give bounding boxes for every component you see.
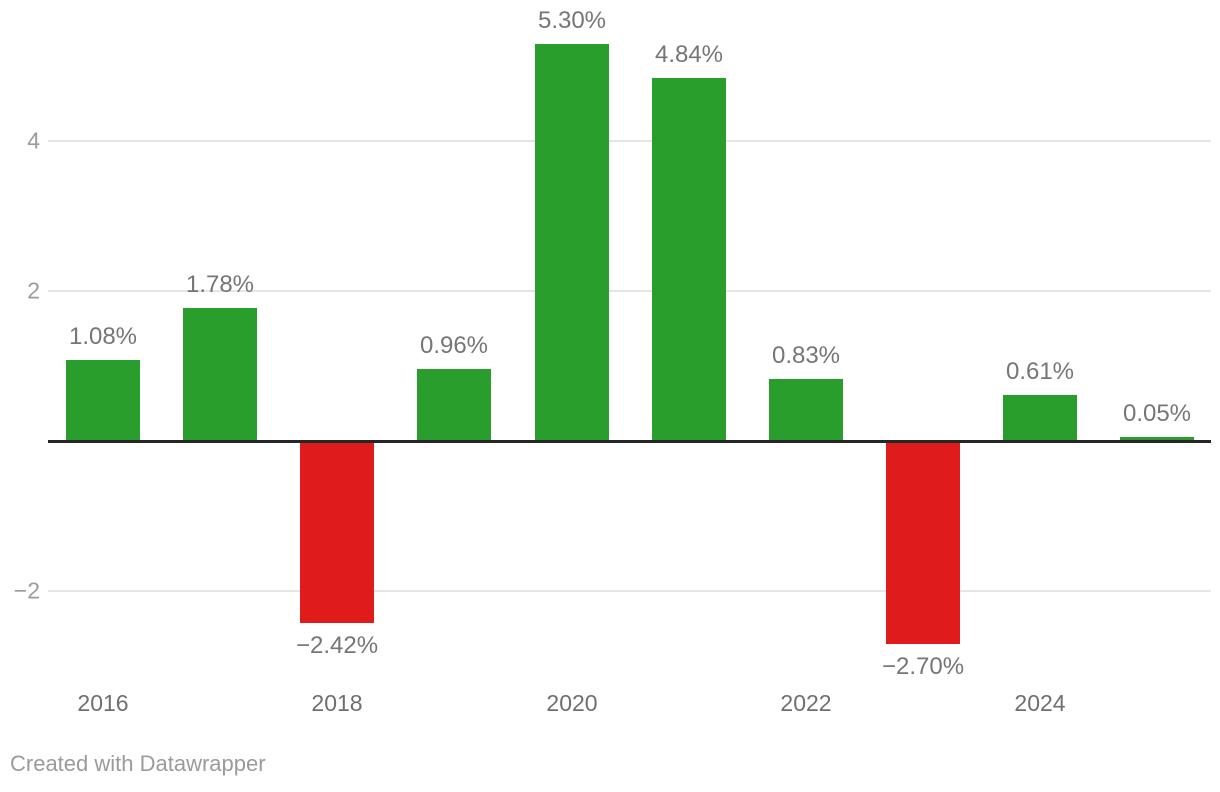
bar-2025[interactable] — [1120, 437, 1194, 441]
y-tick-label-2: 2 — [27, 277, 40, 304]
x-tick-label-2022: 2022 — [780, 690, 832, 716]
y-tick-label--2: −2 — [13, 577, 40, 604]
value-label-2021: 4.84% — [654, 41, 724, 68]
value-label-2016: 1.08% — [68, 323, 138, 350]
x-tick-label-2024: 2024 — [1014, 690, 1066, 716]
gridline-4 — [48, 140, 1211, 142]
gridline-2 — [48, 290, 1211, 292]
bar-2021[interactable] — [652, 78, 726, 441]
value-label-2025: 0.05% — [1122, 400, 1192, 427]
datawrapper-attribution-link[interactable]: Created with Datawrapper — [10, 751, 266, 776]
bar-2022[interactable] — [769, 379, 843, 441]
value-label-2024: 0.61% — [1005, 358, 1075, 385]
x-tick-label-2020: 2020 — [546, 690, 598, 716]
value-label-2017: 1.78% — [185, 271, 255, 298]
bar-2019[interactable] — [417, 369, 491, 441]
chart-footer: Created with Datawrapper — [10, 752, 266, 776]
value-label-2018: −2.42% — [295, 632, 379, 659]
bar-2016[interactable] — [66, 360, 140, 441]
bar-2023[interactable] — [886, 441, 960, 644]
x-tick-label-2016: 2016 — [77, 690, 129, 716]
bar-2020[interactable] — [535, 44, 609, 442]
value-label-2019: 0.96% — [419, 332, 489, 359]
y-tick-label-4: 4 — [27, 127, 40, 154]
bar-2024[interactable] — [1003, 395, 1077, 441]
bar-2017[interactable] — [183, 308, 257, 442]
value-label-2020: 5.30% — [537, 7, 607, 34]
x-tick-label-2018: 2018 — [311, 690, 363, 716]
bar-2018[interactable] — [300, 441, 374, 623]
value-label-2022: 0.83% — [771, 342, 841, 369]
zero-baseline — [48, 440, 1211, 443]
gridline--2 — [48, 590, 1211, 592]
value-label-2023: −2.70% — [881, 653, 965, 680]
